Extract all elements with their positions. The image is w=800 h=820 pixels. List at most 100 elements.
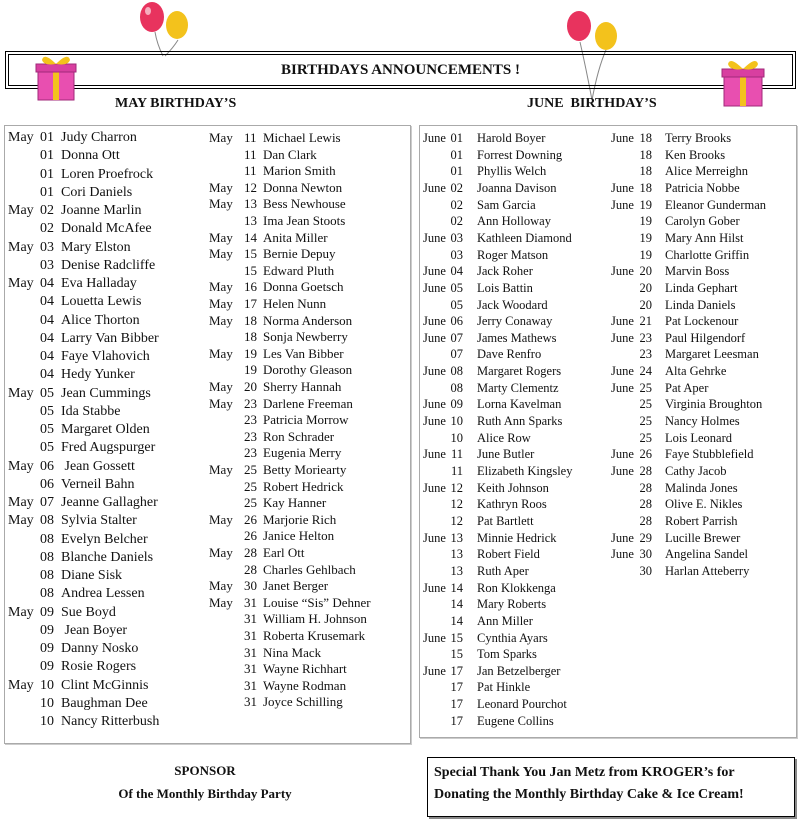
birthday-name: Margaret Leesman <box>665 347 759 362</box>
birthday-day: 05 <box>40 385 54 401</box>
birthday-name: Sonja Newberry <box>263 329 348 345</box>
birthday-day: 17 <box>450 680 464 695</box>
birthday-name: Pat Hinkle <box>477 680 531 695</box>
birthday-month: May <box>209 379 233 394</box>
birthday-day: 28 <box>639 497 653 512</box>
birthday-day: 05 <box>40 422 54 437</box>
birthday-month: May <box>209 594 233 610</box>
birthday-day: 03 <box>450 247 464 262</box>
birthday-name: Alta Gehrke <box>665 364 727 379</box>
birthday-day: 14 <box>450 613 464 628</box>
birthday-name: Lorna Kavelman <box>477 397 562 412</box>
birthday-name: Faye Stubblefield <box>665 447 754 462</box>
birthday-day: 05 <box>40 440 54 456</box>
birthday-name: Patricia Nobbe <box>665 180 740 195</box>
birthday-day: 11 <box>450 447 463 462</box>
birthday-day: 08 <box>40 568 54 583</box>
birthday-day: 13 <box>450 563 464 578</box>
birthday-name: Kathryn Roos <box>477 497 547 512</box>
birthday-name: James Mathews <box>477 330 557 345</box>
birthday-day: 18 <box>639 180 653 195</box>
birthday-month: May <box>8 495 34 510</box>
birthday-name: Michael Lewis <box>263 130 341 145</box>
birthday-day: 28 <box>244 545 257 560</box>
birthday-name: Les Van Bibber <box>263 345 344 361</box>
thank-you-box: Special Thank You Jan Metz from KROGER’s… <box>427 757 795 817</box>
birthday-day: 09 <box>40 622 54 638</box>
birthday-day: 07 <box>40 495 54 510</box>
birthday-name: Eleanor Gunderman <box>665 197 767 212</box>
birthday-day: 01 <box>40 166 54 182</box>
birthday-month: June <box>423 230 446 245</box>
birthday-name: Judy Charron <box>61 130 137 145</box>
may-birthday-list <box>4 125 411 744</box>
birthday-name: Danny Nosko <box>61 641 139 656</box>
birthday-month: May <box>8 130 34 145</box>
birthday-day: 02 <box>40 203 54 218</box>
birthday-name: Louetta Lewis <box>61 294 142 310</box>
sponsor-subtitle: Of the Monthly Birthday Party <box>118 786 292 801</box>
birthday-name: Edward Pluth <box>263 262 335 278</box>
birthday-name: Verneil Bahn <box>61 476 135 492</box>
birthday-day: 28 <box>639 480 653 495</box>
birthday-day: 10 <box>40 677 54 693</box>
birthday-name: Cynthia Ayars <box>477 630 548 645</box>
birthday-name: Minnie Hedrick <box>477 530 557 545</box>
birthday-month: May <box>209 246 233 262</box>
birthday-name: Donna Ott <box>61 148 120 164</box>
birthday-month: June <box>423 580 446 595</box>
birthday-month: May <box>209 130 233 145</box>
birthday-name: Patricia Morrow <box>263 412 349 428</box>
birthday-month: June <box>611 197 634 212</box>
birthday-day: 13 <box>450 530 464 545</box>
birthday-month: June <box>423 364 446 379</box>
birthday-day: 10 <box>40 695 54 711</box>
birthday-name: Ima Jean Stoots <box>263 213 346 228</box>
birthday-month: May <box>209 345 233 361</box>
birthday-day: 01 <box>450 147 464 162</box>
birthday-day: 01 <box>40 148 54 164</box>
birthday-day: 20 <box>639 297 653 312</box>
birthday-day: 11 <box>244 163 257 179</box>
birthday-name: Ann Holloway <box>477 214 551 229</box>
birthday-name: Linda Gephart <box>665 280 738 295</box>
birthday-day: 26 <box>244 511 257 527</box>
birthday-day: 15 <box>450 647 464 662</box>
birthday-name: Ruth Ann Sparks <box>477 414 563 429</box>
sponsor-title: SPONSOR <box>174 763 236 778</box>
birthday-name: Jan Betzelberger <box>477 663 561 678</box>
birthday-day: 04 <box>40 276 54 291</box>
birthday-name: Wayne Richhart <box>263 661 347 677</box>
birthday-day: 31 <box>244 661 257 677</box>
birthday-name: Phyllis Welch <box>477 164 547 179</box>
birthday-day: 07 <box>450 330 464 345</box>
birthday-day: 03 <box>40 239 54 255</box>
birthday-day: 26 <box>639 447 653 462</box>
birthday-month: May <box>8 239 34 255</box>
birthday-day: 18 <box>639 131 653 145</box>
birthday-month: June <box>611 547 634 562</box>
birthday-name: Robert Parrish <box>665 513 738 528</box>
birthday-month: June <box>423 480 446 495</box>
birthday-day: 08 <box>450 364 464 379</box>
birthday-name: Lois Battin <box>477 280 533 295</box>
birthday-day: 12 <box>244 179 257 195</box>
birthday-name: Faye Vlahovich <box>61 349 150 364</box>
birthday-name: Helen Nunn <box>263 296 327 311</box>
birthday-name: Robert Field <box>477 547 540 562</box>
birthday-name: Marty Clementz <box>477 380 559 395</box>
birthday-name: Hedy Yunker <box>61 367 135 383</box>
birthday-name: Pat Lockenour <box>665 314 739 329</box>
birthday-month: June <box>611 314 634 329</box>
birthday-name: Harlan Atteberry <box>665 563 750 578</box>
birthday-day: 03 <box>450 230 464 245</box>
birthday-name: June Butler <box>477 447 535 462</box>
birthday-name: Ron Klokkenga <box>477 580 556 595</box>
birthday-name: Janice Helton <box>263 528 335 544</box>
birthday-name: Ruth Aper <box>477 563 529 578</box>
birthday-name: Forrest Downing <box>477 147 563 162</box>
birthday-name: Ida Stabbe <box>61 403 121 419</box>
birthday-name: Darlene Freeman <box>263 395 353 411</box>
birthday-day: 19 <box>244 362 257 378</box>
birthday-day: 03 <box>40 257 54 273</box>
